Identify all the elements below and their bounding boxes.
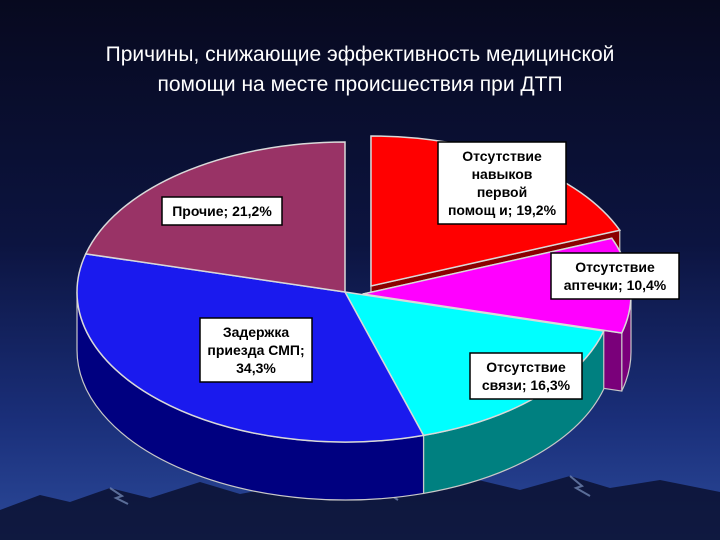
slice-label-2: Отсутствие связи; 16,3% <box>469 352 583 400</box>
slice-label-1: Отсутствие аптечки; 10,4% <box>550 252 680 300</box>
svg-text:Прочие; 21,2%: Прочие; 21,2% <box>172 203 272 219</box>
slice-label-0: Отсутствие навыков первой помощ и; 19,2% <box>437 141 567 225</box>
slice-label-4: Прочие; 21,2% <box>161 196 283 226</box>
slice-label-3: Задержка приезда СМП; 34,3% <box>199 317 313 383</box>
slide-title: Причины, снижающие эффективность медицин… <box>105 43 615 96</box>
